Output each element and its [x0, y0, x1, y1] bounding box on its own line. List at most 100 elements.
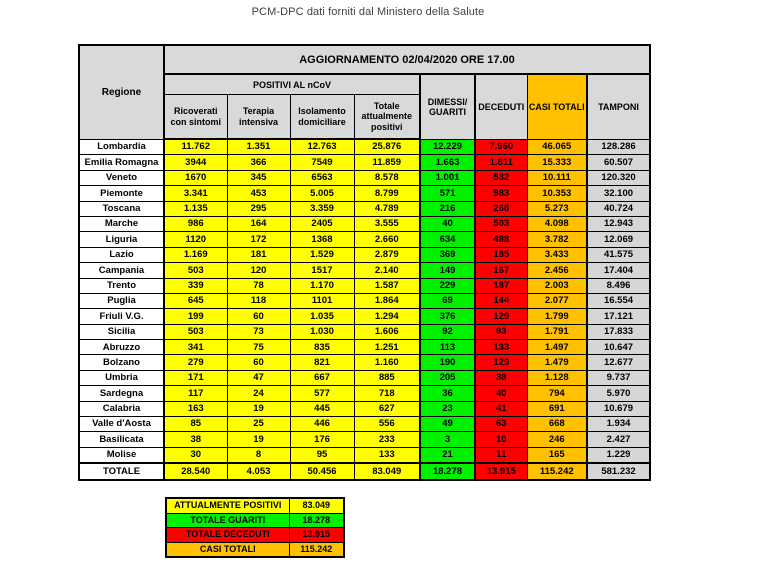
- dimessi-value: 21: [419, 446, 476, 464]
- terapia-value: 8: [226, 446, 291, 464]
- ricoverati-value: 279: [163, 354, 228, 371]
- terapia-value: 1.351: [226, 138, 291, 156]
- terapia-value: 19: [226, 431, 291, 448]
- totale-positivi-value: 83.049: [353, 462, 421, 481]
- isolamento-value: 5.005: [289, 185, 355, 202]
- terapia-value: 73: [226, 323, 291, 341]
- region-name: Lombardia: [78, 138, 165, 156]
- table-row: Basilicata 38 19 176 233 3 10 246 2.427: [78, 431, 651, 448]
- table-row: Veneto 1670 345 6563 8.578 1.001 532 10.111 120.…: [78, 169, 651, 187]
- deceduti-value: 38: [474, 369, 528, 387]
- ricoverati-value: 163: [163, 400, 228, 418]
- totale-positivi-value: 4.789: [353, 200, 421, 217]
- totale-positivi-value: 627: [353, 400, 421, 418]
- terapia-value: 172: [226, 231, 291, 248]
- terapia-value: 60: [226, 354, 291, 371]
- terapia-value: 78: [226, 277, 291, 294]
- tamponi-value: 41.575: [586, 246, 651, 264]
- table-row: Sicilia 503 73 1.030 1.606 92 93 1.791 17.833: [78, 323, 651, 341]
- deceduti-value: 133: [474, 339, 528, 356]
- table-row: Liguria 1120 172 1368 2.660 634 488 3.782 12.069: [78, 231, 651, 248]
- totale-positivi-value: 3.555: [353, 215, 421, 233]
- region-name: Trento: [78, 277, 165, 294]
- casi-totali-value: 691: [526, 400, 588, 418]
- col-header-terapia-intensiva: Terapia intensiva: [226, 94, 291, 140]
- isolamento-value: 7549: [289, 154, 355, 171]
- ricoverati-value: 3944: [163, 154, 228, 171]
- tamponi-value: 40.724: [586, 200, 651, 217]
- ricoverati-value: 645: [163, 292, 228, 310]
- totale-positivi-value: 1.251: [353, 339, 421, 356]
- terapia-value: 345: [226, 169, 291, 187]
- table-row: Campania 503 120 1517 2.140 149 167 2.456 17.404: [78, 262, 651, 279]
- ricoverati-value: 3.341: [163, 185, 228, 202]
- tamponi-value: 17.404: [586, 262, 651, 279]
- deceduti-value: 532: [474, 169, 528, 187]
- ricoverati-value: 503: [163, 323, 228, 341]
- region-name: Liguria: [78, 231, 165, 248]
- table-row: Piemonte 3.341 453 5.005 8.799 571 983 10.353 32…: [78, 185, 651, 202]
- region-name: Piemonte: [78, 185, 165, 202]
- deceduti-value: 1.811: [474, 154, 528, 171]
- table-row: Lombardia 11.762 1.351 12.763 25.876 12.229 7.…: [78, 138, 651, 156]
- isolamento-value: 835: [289, 339, 355, 356]
- casi-totali-value: 1.791: [526, 323, 588, 341]
- terapia-value: 4.053: [226, 462, 291, 481]
- ricoverati-value: 503: [163, 262, 228, 279]
- deceduti-value: 40: [474, 385, 528, 402]
- tamponi-value: 10.679: [586, 400, 651, 418]
- casi-totali-value: 5.273: [526, 200, 588, 217]
- deceduti-value: 185: [474, 246, 528, 264]
- summary-row: ATTUALMENTE POSITIVI 83.049: [165, 497, 345, 514]
- dimessi-value: 229: [419, 277, 476, 294]
- table-row: Toscana 1.135 295 3.359 4.789 216 268 5.273 40.7…: [78, 200, 651, 217]
- region-name: Abruzzo: [78, 339, 165, 356]
- casi-totali-value: 794: [526, 385, 588, 402]
- tamponi-value: 32.100: [586, 185, 651, 202]
- totale-positivi-value: 1.864: [353, 292, 421, 310]
- totale-positivi-value: 556: [353, 416, 421, 433]
- deceduti-value: 144: [474, 292, 528, 310]
- table-row: Valle d'Aosta 85 25 446 556 49 63 668 1.934: [78, 416, 651, 433]
- deceduti-value: 41: [474, 400, 528, 418]
- terapia-value: 164: [226, 215, 291, 233]
- dimessi-value: 369: [419, 246, 476, 264]
- col-header-casi-totali: CASI TOTALI: [526, 73, 588, 140]
- dimessi-value: 92: [419, 323, 476, 341]
- dimessi-value: 216: [419, 200, 476, 217]
- ricoverati-value: 11.762: [163, 138, 228, 156]
- region-name: Sardegna: [78, 385, 165, 402]
- region-name: TOTALE: [78, 462, 165, 481]
- casi-totali-value: 1.799: [526, 308, 588, 325]
- dimessi-value: 1.663: [419, 154, 476, 171]
- table-header: Regione AGGIORNAMENTO 02/04/2020 ORE 17.…: [78, 44, 651, 140]
- ricoverati-value: 1.169: [163, 246, 228, 264]
- table-row: Trento 339 78 1.170 1.587 229 187 2.003 8.496: [78, 277, 651, 294]
- dimessi-value: 23: [419, 400, 476, 418]
- isolamento-value: 446: [289, 416, 355, 433]
- summary-value: 18.278: [288, 512, 345, 529]
- totale-positivi-value: 11.859: [353, 154, 421, 171]
- summary-value: 13.915: [288, 527, 345, 543]
- totale-positivi-value: 1.587: [353, 277, 421, 294]
- isolamento-value: 445: [289, 400, 355, 418]
- page-title: PCM-DPC dati forniti dal Ministero della…: [251, 6, 485, 18]
- summary-label: ATTUALMENTE POSITIVI: [165, 497, 290, 514]
- region-name: Valle d'Aosta: [78, 416, 165, 433]
- casi-totali-value: 1.497: [526, 339, 588, 356]
- casi-totali-value: 115.242: [526, 462, 588, 481]
- totale-positivi-value: 2.660: [353, 231, 421, 248]
- table-row: Bolzano 279 60 821 1.160 190 129 1.479 12.677: [78, 354, 651, 371]
- summary-row: TOTALE GUARITI 18.278: [165, 512, 345, 529]
- dimessi-value: 36: [419, 385, 476, 402]
- tamponi-value: 120.320: [586, 169, 651, 187]
- tamponi-value: 1.229: [586, 446, 651, 464]
- casi-totali-value: 3.433: [526, 246, 588, 264]
- totale-positivi-value: 8.578: [353, 169, 421, 187]
- ricoverati-value: 30: [163, 446, 228, 464]
- terapia-value: 75: [226, 339, 291, 356]
- tamponi-value: 10.647: [586, 339, 651, 356]
- isolamento-value: 1.170: [289, 277, 355, 294]
- dimessi-value: 113: [419, 339, 476, 356]
- deceduti-value: 10: [474, 431, 528, 448]
